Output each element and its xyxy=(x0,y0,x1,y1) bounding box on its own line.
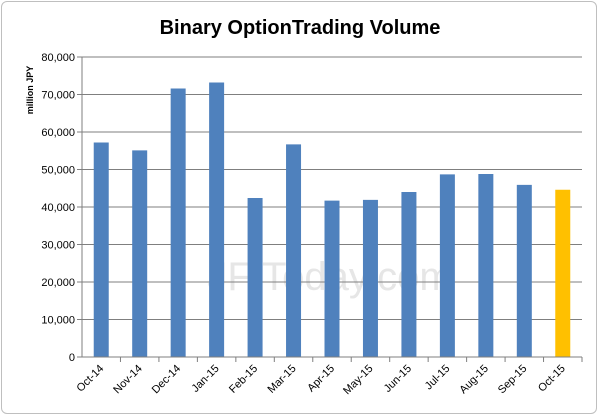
x-tick-label: Oct-14 xyxy=(75,363,107,395)
bar-feb-15 xyxy=(247,198,263,357)
bar-dec-14 xyxy=(170,88,186,357)
x-tick-label: Jun-15 xyxy=(382,363,414,395)
bar-oct-14 xyxy=(93,142,109,357)
chart-title: Binary OptionTrading Volume xyxy=(160,17,441,39)
x-tick-label: May-15 xyxy=(341,363,375,397)
x-tick-label: Oct-15 xyxy=(536,363,568,395)
y-tick-label: 20,000 xyxy=(41,277,75,289)
x-tick-label: Apr-15 xyxy=(305,363,337,395)
y-tick-label: 80,000 xyxy=(41,52,75,64)
x-tick-label: Jan-15 xyxy=(189,363,221,395)
y-tick-label: 50,000 xyxy=(41,165,75,177)
x-tick-label: Mar-15 xyxy=(266,363,299,396)
y-tick-label: 60,000 xyxy=(41,127,75,139)
bar-jul-15 xyxy=(439,174,455,357)
bar-oct-15 xyxy=(555,189,571,357)
y-tick-label: 10,000 xyxy=(41,315,75,327)
bar-aug-15 xyxy=(478,174,494,357)
x-tick-label: Aug-15 xyxy=(457,363,491,397)
bar-sep-15 xyxy=(516,184,532,357)
x-tick-label: Feb-15 xyxy=(227,363,260,396)
x-tick-label: Jul-15 xyxy=(423,363,453,393)
bar-jan-15 xyxy=(209,82,225,357)
y-tick-label: 70,000 xyxy=(41,90,75,102)
bar-may-15 xyxy=(362,199,378,357)
y-tick-label: 0 xyxy=(69,352,75,364)
x-tick-label: Nov-14 xyxy=(111,363,145,397)
y-axis-label: million JPY xyxy=(25,66,35,115)
y-tick-label: 40,000 xyxy=(41,202,75,214)
y-tick-label: 30,000 xyxy=(41,240,75,252)
bar-jun-15 xyxy=(401,192,417,357)
bar-mar-15 xyxy=(286,144,302,357)
bar-nov-14 xyxy=(132,150,148,357)
x-tick-label: Dec-14 xyxy=(150,363,184,397)
x-tick-label: Sep-15 xyxy=(496,363,530,397)
bar-apr-15 xyxy=(324,200,340,357)
